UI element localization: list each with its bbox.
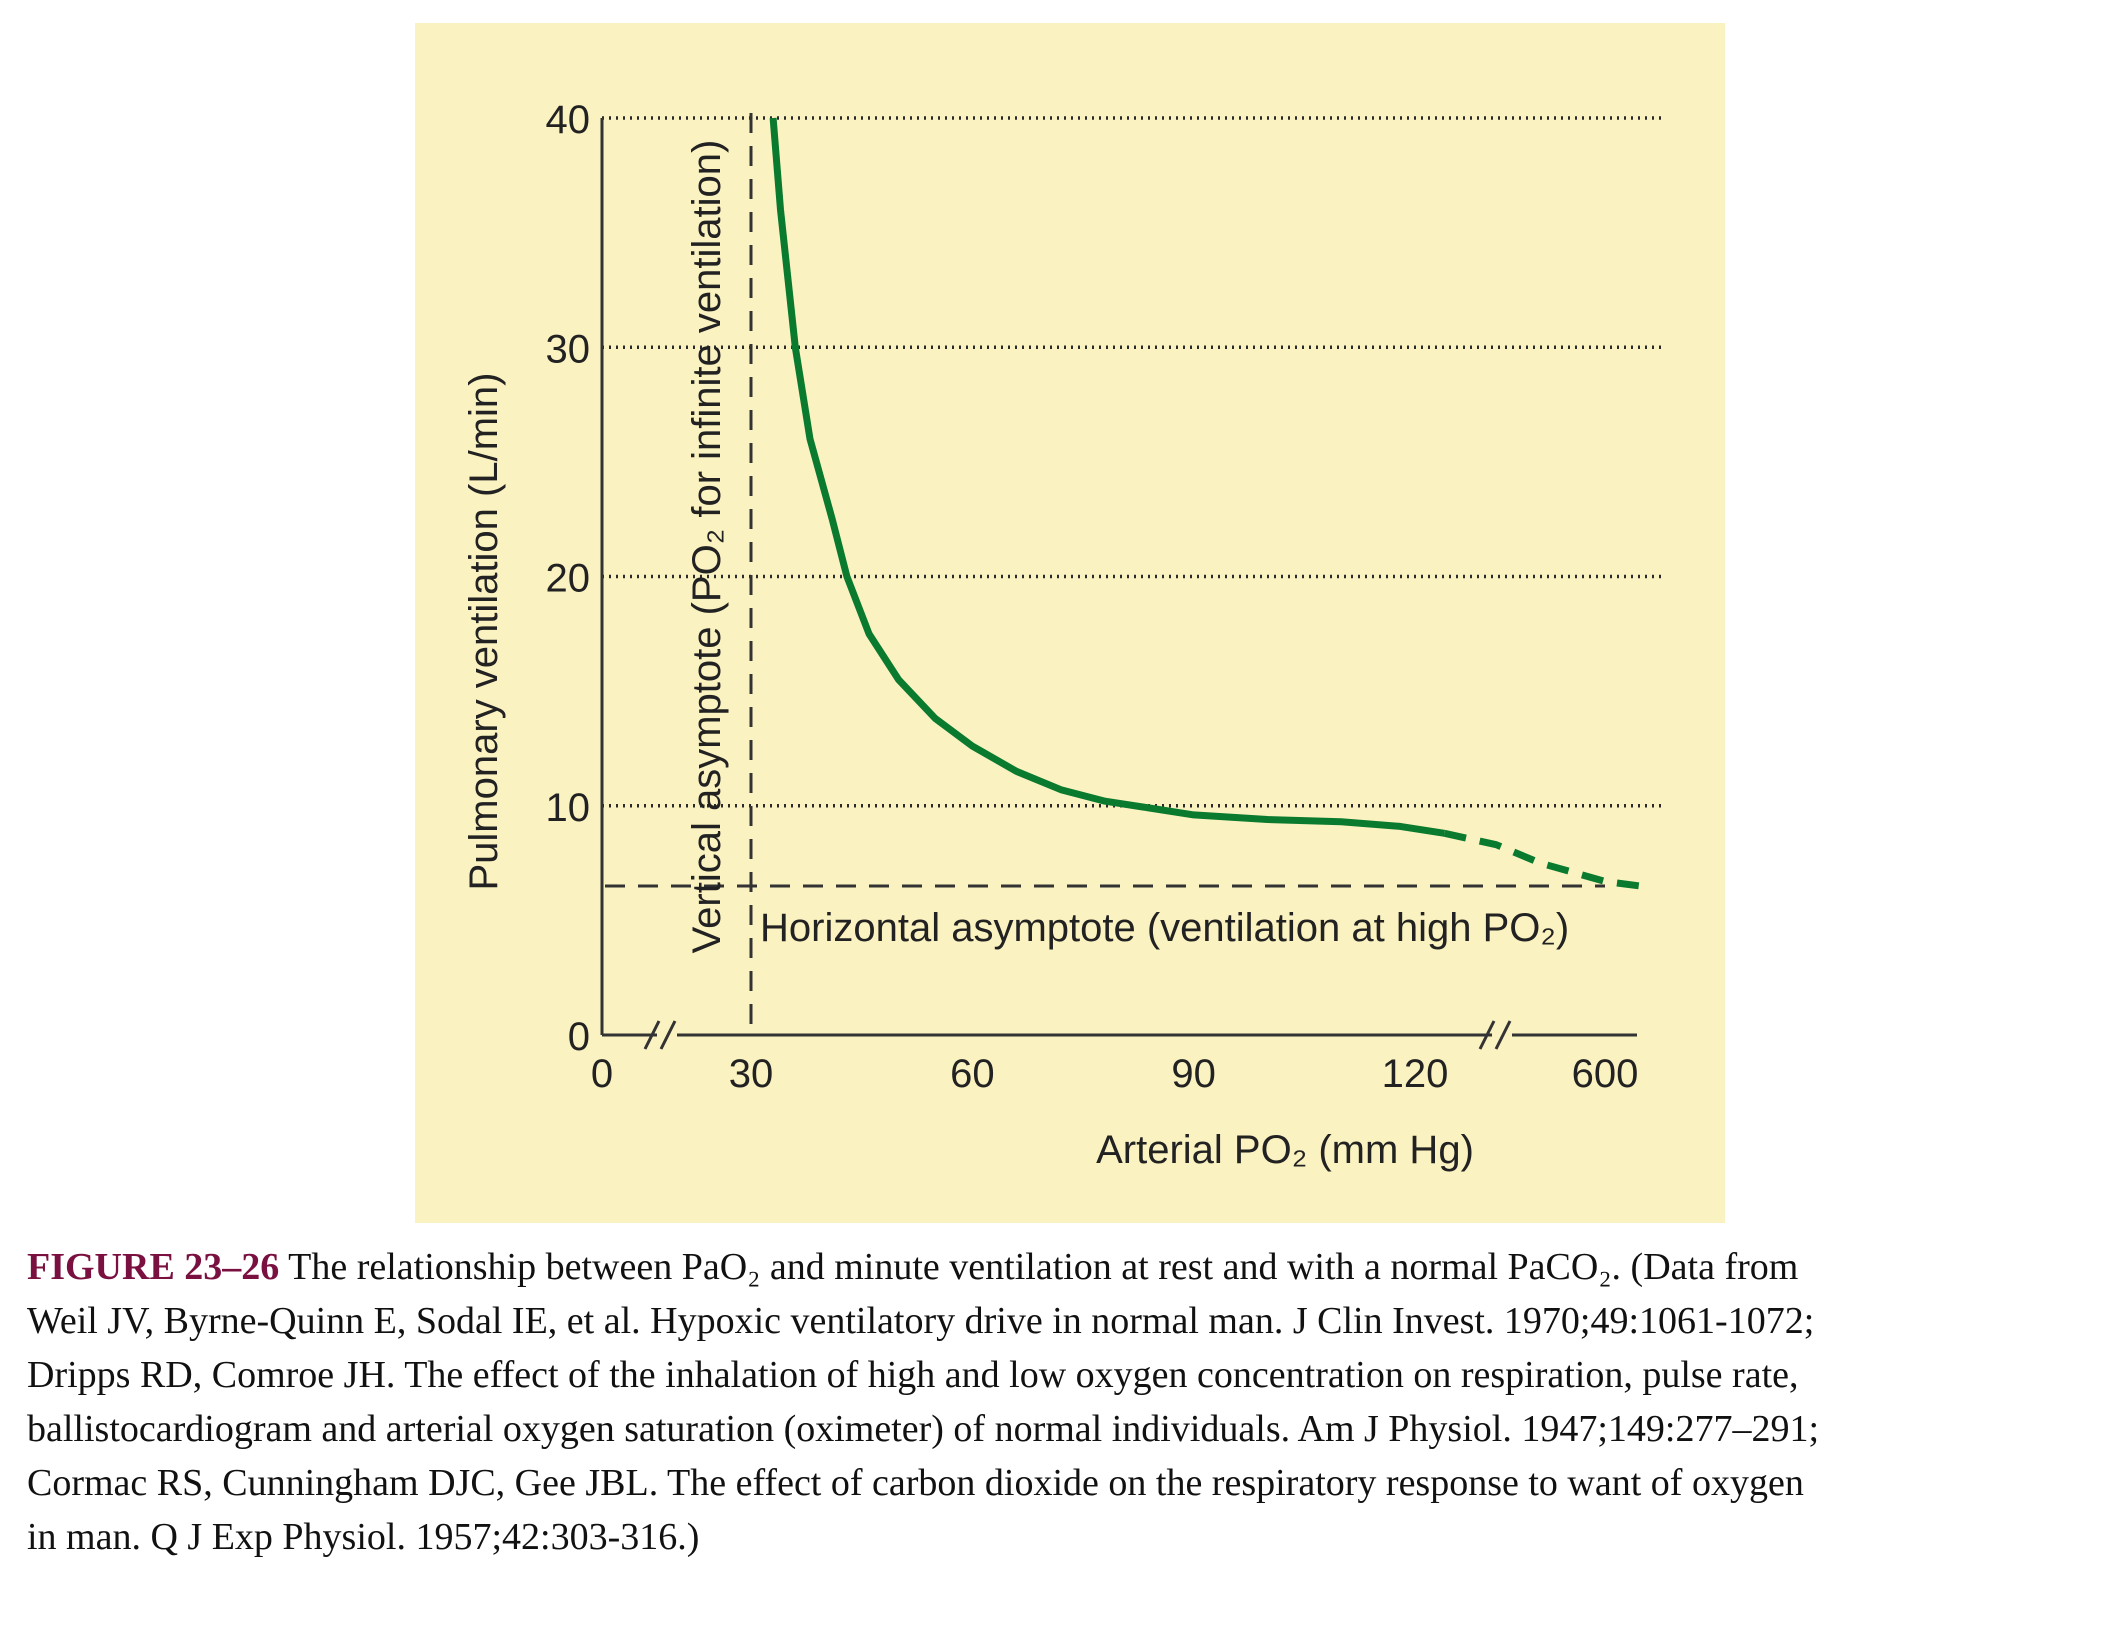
figure-label: FIGURE 23–26 — [27, 1246, 280, 1288]
caption-line-4: ballistocardiogram and arterial oxygen s… — [27, 1408, 1820, 1450]
x-tick-label: 90 — [1171, 1052, 1216, 1096]
y-tick-label: 10 — [546, 786, 591, 830]
y-tick-label: 30 — [546, 327, 591, 371]
caption-line-3: Dripps RD, Comroe JH. The effect of the … — [27, 1354, 1799, 1396]
axis-labels: 0 10 20 30 40 0 30 60 90 120 600 Arterial PO₂ (mm H… — [462, 98, 1638, 1172]
caption-line-1: FIGURE 23–26 The relationship between Pa… — [27, 1240, 2107, 1294]
x-tick-label: 0 — [591, 1052, 613, 1096]
ventilation-chart: 0 10 20 30 40 0 30 60 90 120 600 Arterial PO₂ (mm H… — [462, 98, 1662, 1172]
horizontal-asymptote-label: Horizontal asymptote (ventilation at hig… — [760, 906, 1569, 950]
figure-caption: FIGURE 23–26 The relationship between Pa… — [27, 1240, 2107, 1564]
caption-text: The relationship between PaO₂ and minute… — [279, 1246, 1799, 1288]
y-axis-title: Pulmonary ventilation (L/min) — [462, 373, 506, 891]
x-tick-label: 60 — [950, 1052, 995, 1096]
axis-break-mark — [659, 1020, 677, 1050]
caption-line-2: Weil JV, Byrne-Quinn E, Sodal IE, et al.… — [27, 1300, 1815, 1342]
y-tick-label: 40 — [546, 98, 591, 142]
axis-break-mark — [1494, 1020, 1512, 1050]
axis-break-mark — [1478, 1020, 1496, 1050]
axis-break-mark — [643, 1020, 661, 1050]
caption-line-6: in man. Q J Exp Physiol. 1957;42:303-316… — [27, 1516, 700, 1558]
x-tick-label: 120 — [1382, 1052, 1449, 1096]
caption-line-5: Cormac RS, Cunningham DJC, Gee JBL. The … — [27, 1462, 1804, 1504]
curve-dashed-segment — [1443, 829, 1641, 890]
ventilation-curve — [769, 117, 1641, 890]
vertical-asymptote-label: Vertical asymptote (PO₂ for infinite ven… — [685, 140, 729, 954]
x-tick-label: 600 — [1572, 1052, 1639, 1096]
y-tick-label: 20 — [546, 557, 591, 601]
curve-solid-segment — [769, 117, 1446, 837]
x-tick-label: 30 — [729, 1052, 774, 1096]
x-axis-title: Arterial PO₂ (mm Hg) — [1096, 1128, 1474, 1172]
axes — [600, 118, 1637, 1050]
chart-panel: 0 10 20 30 40 0 30 60 90 120 600 Arterial PO₂ (mm H… — [415, 23, 1725, 1223]
y-tick-label: 0 — [568, 1015, 590, 1059]
asymptotes — [605, 113, 1605, 1035]
gridlines — [602, 116, 1662, 808]
